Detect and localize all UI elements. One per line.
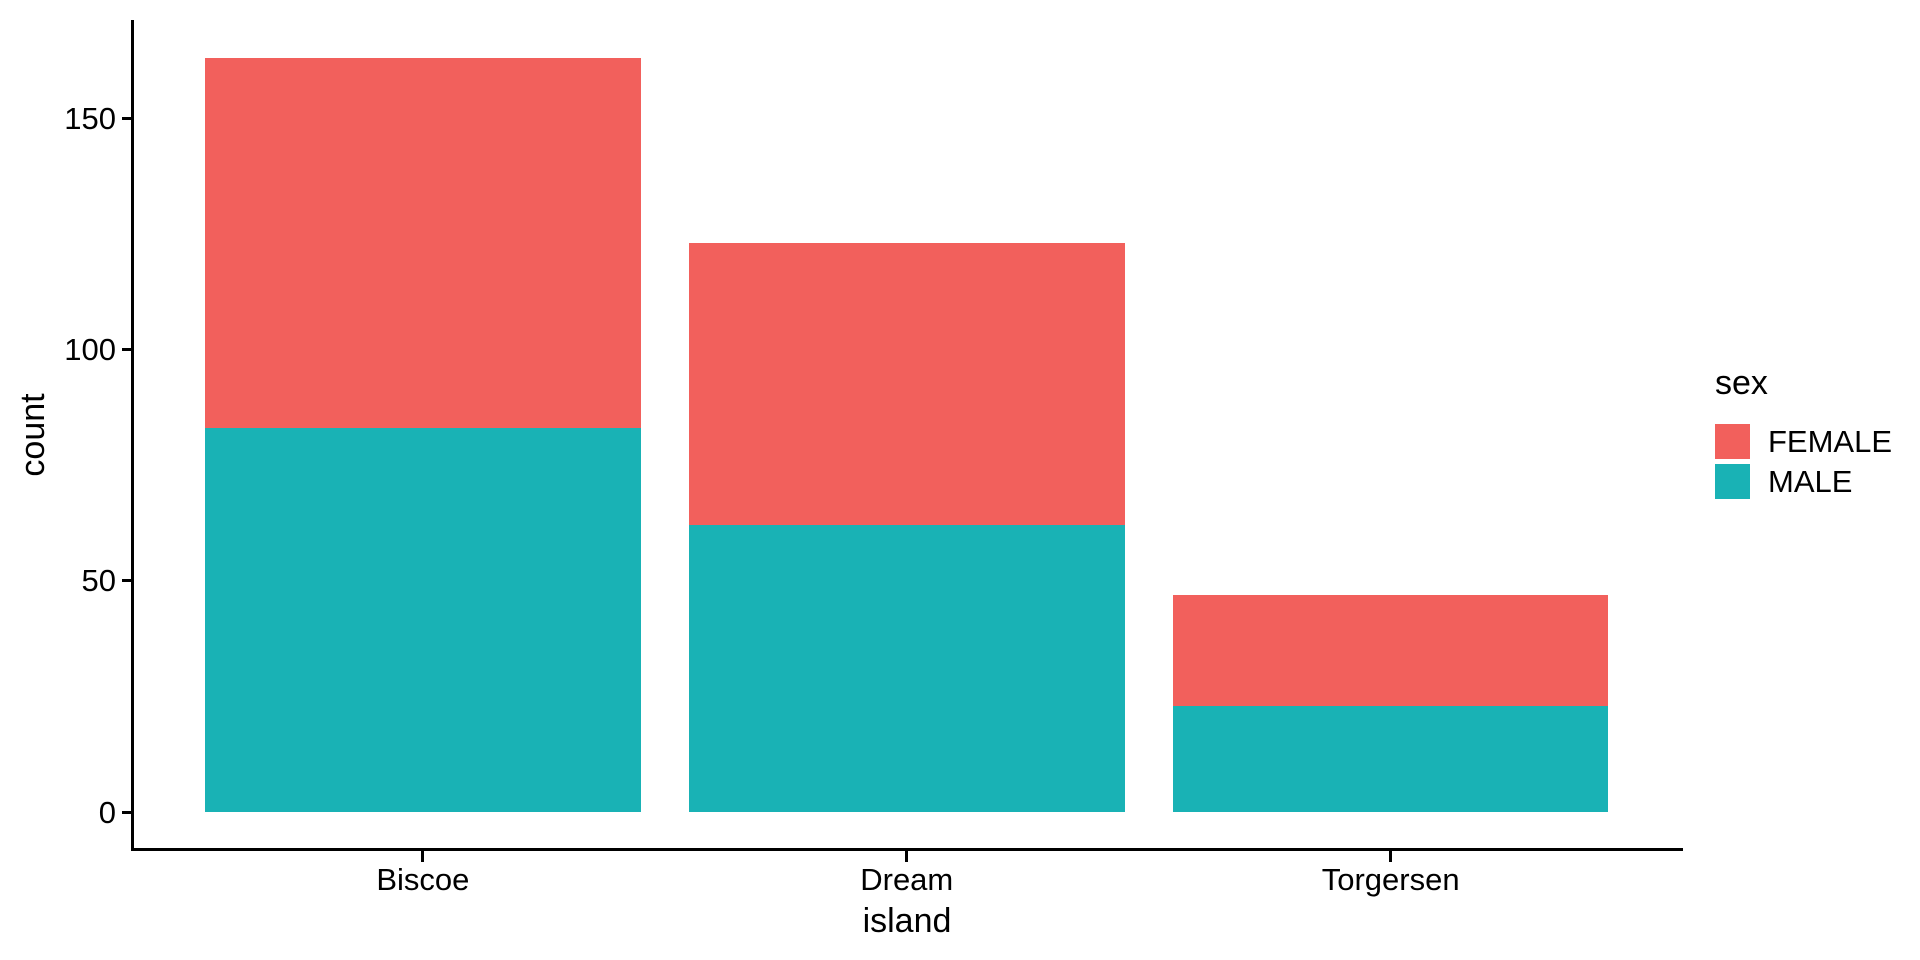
y-axis-line	[131, 20, 134, 851]
legend-item-female: FEMALE	[1715, 424, 1892, 459]
legend-label-male: MALE	[1768, 464, 1853, 499]
y-tick-50	[122, 579, 131, 583]
y-tick-0	[122, 810, 131, 814]
y-tick-label-50: 50	[81, 563, 116, 599]
x-tick-torgersen	[1389, 851, 1393, 862]
y-axis-title: count	[14, 393, 52, 477]
y-tick-label-0: 0	[98, 794, 116, 830]
y-tick-100	[122, 347, 131, 351]
y-tick-150	[122, 116, 131, 120]
bar-segment-torgersen-female	[1172, 594, 1609, 706]
legend-swatch-female	[1715, 424, 1750, 459]
legend-item-male: MALE	[1715, 464, 1892, 499]
bar-segment-biscoe-female	[205, 57, 641, 428]
x-axis-line	[131, 848, 1683, 851]
x-tick-label-dream: Dream	[860, 862, 954, 897]
legend-items: FEMALE MALE	[1715, 424, 1892, 499]
legend-label-female: FEMALE	[1768, 424, 1893, 459]
x-tick-label-biscoe: Biscoe	[376, 862, 470, 897]
x-tick-label-torgersen: Torgersen	[1321, 862, 1460, 897]
legend: sex FEMALE MALE	[1715, 366, 1892, 499]
x-tick-biscoe	[421, 851, 425, 862]
x-tick-dream	[905, 851, 909, 862]
bar-segment-biscoe-male	[205, 427, 641, 812]
legend-swatch-male	[1715, 464, 1750, 499]
y-tick-label-100: 100	[64, 331, 116, 367]
bar-segment-dream-female	[688, 242, 1125, 526]
y-tick-label-150: 150	[64, 100, 116, 136]
bar-segment-dream-male	[688, 525, 1125, 812]
x-axis-title: island	[862, 902, 952, 940]
bar-segment-torgersen-male	[1172, 705, 1609, 812]
legend-title: sex	[1715, 364, 1768, 402]
